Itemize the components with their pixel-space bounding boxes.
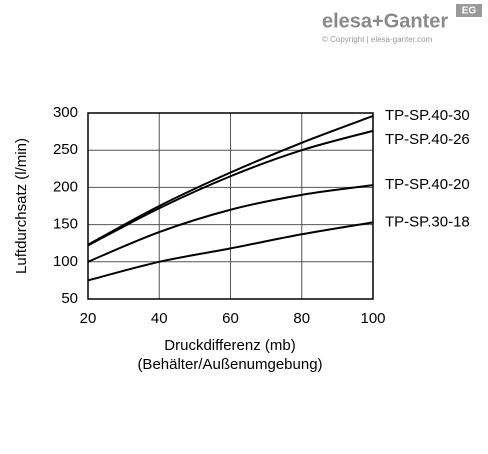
y-axis-label: Luftdurchsatz (l/min) bbox=[13, 138, 30, 274]
x-tick-label: 60 bbox=[222, 310, 239, 327]
y-tick-label: 50 bbox=[61, 290, 78, 307]
plot-frame bbox=[87, 112, 374, 300]
x-tick-label: 40 bbox=[151, 310, 168, 327]
x-axis-label: Druckdifferenz (mb) bbox=[164, 337, 295, 354]
series-label: TP-SP.40-30 bbox=[385, 107, 470, 124]
y-tick-label: 150 bbox=[53, 216, 78, 233]
series-line bbox=[87, 115, 374, 246]
series-label: TP-SP.40-26 bbox=[385, 131, 470, 148]
y-tick-label: 300 bbox=[53, 104, 78, 121]
logo-badge: EG bbox=[462, 6, 477, 17]
x-axis-note: (Behälter/Außenumgebung) bbox=[137, 356, 322, 373]
series-line bbox=[87, 221, 374, 282]
series-label: TP-SP.40-20 bbox=[385, 176, 470, 193]
series-line bbox=[87, 184, 374, 263]
y-tick-label: 200 bbox=[53, 178, 78, 195]
x-tick-label: 100 bbox=[360, 310, 385, 327]
y-tick-label: 100 bbox=[53, 253, 78, 270]
series-line bbox=[87, 129, 374, 247]
logo-badge-box bbox=[456, 4, 482, 17]
logo-copyright: © Copyright | elesa-ganter.com bbox=[322, 35, 433, 44]
x-tick-label: 80 bbox=[293, 310, 310, 327]
series-label: TP-SP.30-18 bbox=[385, 213, 470, 230]
y-tick-label: 250 bbox=[53, 141, 78, 158]
x-tick-label: 20 bbox=[80, 310, 97, 327]
logo-brand: elesa+Ganter bbox=[322, 10, 448, 32]
